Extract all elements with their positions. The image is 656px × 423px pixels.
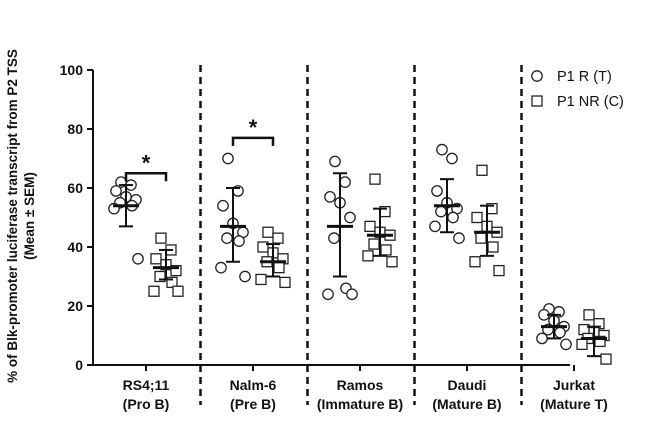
- data-point-circle: [215, 261, 227, 274]
- data-point-circle: [110, 185, 122, 197]
- data-point-circle: [446, 152, 458, 165]
- data-point-square: [487, 241, 499, 253]
- data-point-square: [150, 253, 162, 265]
- significance-star: *: [249, 115, 258, 140]
- data-point-circle: [447, 211, 459, 224]
- data-point-square: [476, 164, 488, 176]
- x-category-sublabel: (Mature T): [540, 396, 608, 412]
- data-point-square: [576, 338, 588, 351]
- data-point-square: [386, 256, 398, 268]
- data-point-circle: [329, 155, 341, 168]
- x-category-sublabel: (Immature B): [317, 396, 403, 412]
- data-point-square: [273, 261, 285, 274]
- data-point-circle: [536, 332, 548, 345]
- data-point-square: [471, 211, 483, 224]
- legend: P1 R (T) P1 NR (C): [531, 69, 624, 110]
- mean-sem-bars: [113, 172, 607, 358]
- data-point-circle: [435, 205, 447, 218]
- data-point-square: [600, 353, 612, 365]
- data-point-square: [172, 285, 184, 297]
- data-point-circle: [221, 232, 233, 244]
- data-point-circle: [233, 235, 245, 247]
- data-point-square: [155, 232, 167, 244]
- data-point-square: [262, 226, 274, 238]
- data-point-square: [380, 244, 392, 256]
- data-point-circle: [453, 232, 465, 244]
- y-tick-label: 0: [75, 357, 83, 373]
- x-category-sublabel: (Mature B): [432, 396, 501, 412]
- data-point-square: [257, 241, 269, 253]
- y-tick-label: 20: [67, 298, 83, 314]
- data-point-circle: [346, 288, 358, 301]
- data-point-square: [279, 276, 291, 289]
- group-separators: [199, 65, 523, 405]
- data-point-circle: [222, 152, 234, 165]
- data-point-square: [369, 173, 381, 185]
- data-point-square: [493, 264, 505, 277]
- data-point-circle: [132, 252, 144, 265]
- y-tick-label: 60: [67, 180, 83, 196]
- axes: 0 20 40 60 80 100 RS4;11 (Pro B) Nalm-6 (Pre B) Ra…: [60, 62, 608, 412]
- data-point-circle: [560, 338, 572, 351]
- x-category-label: Ramos: [337, 377, 384, 393]
- data-point-circle: [339, 176, 351, 188]
- data-point-square: [475, 232, 487, 244]
- data-point-square: [362, 250, 374, 262]
- legend-label: P1 R (T): [557, 69, 612, 85]
- data-point-square: [166, 276, 178, 289]
- data-point-circle: [436, 143, 448, 156]
- data-point-square: [148, 285, 160, 297]
- data-marks: [108, 143, 612, 365]
- data-point-circle: [217, 199, 229, 212]
- data-point-square: [368, 238, 380, 250]
- legend-marker-circle: [531, 70, 543, 82]
- significance-bracket: [231, 136, 275, 146]
- data-point-circle: [328, 232, 340, 244]
- data-point-circle: [239, 270, 251, 283]
- x-category-sublabel: (Pre B): [230, 396, 276, 412]
- data-point-square: [255, 273, 267, 286]
- data-point-circle: [344, 211, 356, 224]
- legend-marker-square: [531, 95, 543, 107]
- y-tick-label: 80: [67, 121, 83, 137]
- legend-label: P1 NR (C): [557, 94, 624, 110]
- significance-star: *: [142, 150, 151, 175]
- data-point-circle: [429, 220, 441, 233]
- data-point-square: [469, 256, 481, 268]
- y-tick-label: 100: [60, 62, 84, 78]
- data-point-square: [364, 220, 376, 233]
- x-category-label: RS4;11: [123, 377, 170, 393]
- y-tick-label: 40: [67, 239, 83, 255]
- data-point-circle: [322, 288, 334, 301]
- x-category-label: Jurkat: [553, 377, 595, 393]
- data-point-circle: [324, 191, 336, 203]
- data-point-circle: [554, 326, 566, 339]
- x-category-label: Nalm-6: [230, 377, 277, 393]
- significance-annotations: **: [124, 115, 275, 182]
- data-point-circle: [431, 185, 443, 197]
- x-category-sublabel: (Pro B): [123, 396, 170, 412]
- data-point-square: [583, 309, 595, 321]
- data-point-square: [272, 232, 284, 244]
- x-category-label: Daudi: [448, 377, 487, 393]
- significance-bracket: [124, 172, 168, 182]
- data-point-square: [170, 264, 182, 277]
